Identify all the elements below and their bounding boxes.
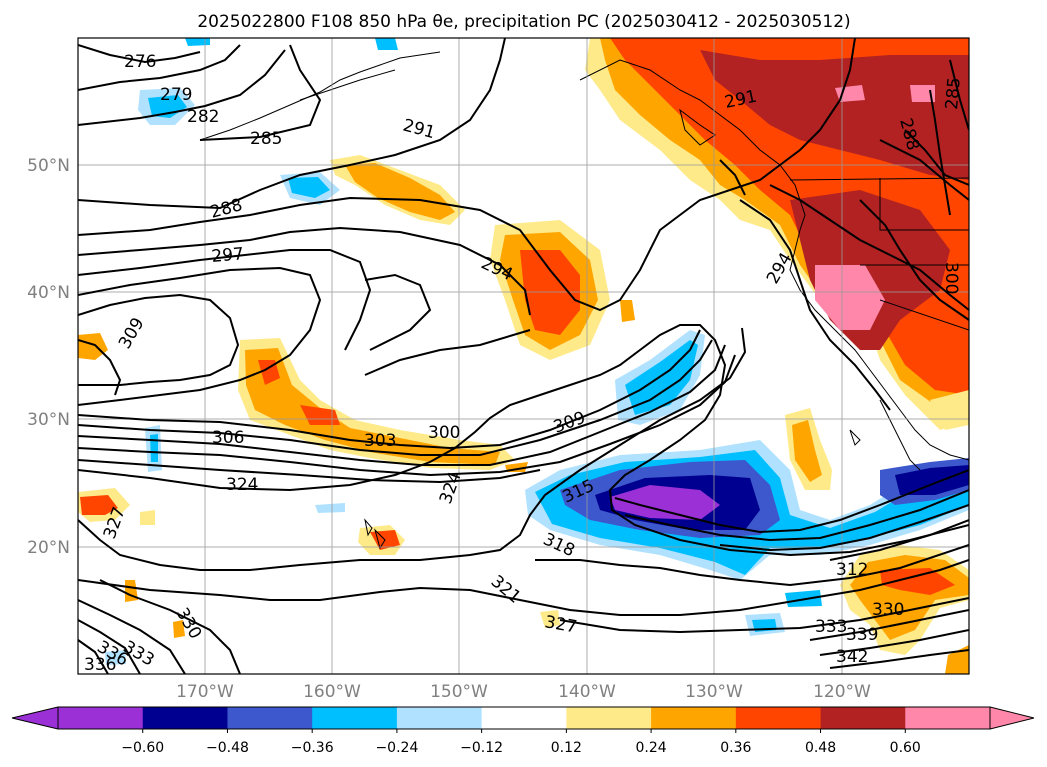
contour-label: 285 <box>250 129 282 149</box>
colorbar-tick-label: 0.12 <box>551 740 582 756</box>
colorbar-cell <box>396 707 483 729</box>
colorbar-cell <box>142 707 228 729</box>
contour-label: 297 <box>211 244 245 267</box>
colorbar-tick-label: −0.36 <box>291 740 334 756</box>
colorbar-cell <box>227 707 313 729</box>
colorbar-extension-outline <box>11 706 1035 730</box>
contour-label: 312 <box>836 560 868 580</box>
coastlines <box>199 51 969 550</box>
colorbar-tick-label: −0.48 <box>206 740 249 756</box>
contour-label: 306 <box>212 428 244 448</box>
lon-label: 170°W <box>176 682 234 702</box>
contour-label: 276 <box>124 52 156 72</box>
contour-label: 300 <box>941 262 961 294</box>
colorbar-cell <box>481 707 567 729</box>
lon-labels: 170°W 160°W 150°W 140°W 130°W 120°W <box>176 682 871 702</box>
lat-label: 40°N <box>27 283 70 303</box>
contour-label: 300 <box>428 423 460 443</box>
colorbar-cell <box>58 707 144 729</box>
colorbar-tick-label: −0.12 <box>460 740 503 756</box>
contour-label: 336 <box>84 655 116 675</box>
contour-label: 324 <box>226 475 258 495</box>
map-frame <box>77 37 970 675</box>
lon-label: 130°W <box>685 682 743 702</box>
contour-label: 303 <box>364 431 396 451</box>
contour-label: 333 <box>815 617 847 637</box>
colorbar-cell <box>735 707 822 729</box>
colorbar-cell <box>312 707 398 729</box>
figure-title: 2025022800 F108 850 hPa θe, precipitatio… <box>197 12 850 32</box>
gridlines <box>78 38 969 674</box>
lon-label: 160°W <box>303 682 361 702</box>
contour-label: 282 <box>187 107 219 127</box>
colorbar-under-extension <box>12 707 58 729</box>
lat-label: 50°N <box>27 156 70 176</box>
colorbar: −0.60 −0.48 −0.36 −0.24 −0.12 0.12 0.24 0.36 0.4… <box>11 706 1035 756</box>
colorbar-tick-label: 0.24 <box>636 740 667 756</box>
colorbar-tick-labels: −0.60 −0.48 −0.36 −0.24 −0.12 0.12 0.24 0.36 0.4… <box>121 729 921 756</box>
lon-label: 140°W <box>558 682 616 702</box>
colorbar-cell <box>820 707 906 729</box>
colorbar-cell <box>651 707 737 729</box>
colorbar-over-extension <box>990 707 1034 729</box>
positive-anomaly-shading <box>78 38 969 674</box>
colorbar-tick-label: 0.60 <box>890 740 921 756</box>
lat-label: 20°N <box>27 538 70 558</box>
theta-e-contours <box>78 38 969 674</box>
lon-label: 150°W <box>430 682 488 702</box>
contour-label: 285 <box>942 76 965 110</box>
contour-label: 339 <box>846 625 878 645</box>
negative-anomaly-shading <box>105 38 969 665</box>
colorbar-tick-label: 0.48 <box>805 740 836 756</box>
contour-label: 330 <box>872 600 904 620</box>
colorbar-frame <box>57 706 991 730</box>
colorbar-cells <box>58 707 991 729</box>
contour-label: 279 <box>160 85 192 105</box>
map-panel: 276 279 282 285 288 291 291 288 285 294 … <box>78 38 969 675</box>
lon-label: 120°W <box>813 682 871 702</box>
contour-label: 342 <box>836 647 868 667</box>
colorbar-cell <box>905 707 991 729</box>
contour-labels: 276 279 282 285 288 291 291 288 285 294 … <box>84 52 965 675</box>
colorbar-tick-label: −0.60 <box>121 740 164 756</box>
colorbar-cell <box>566 707 652 729</box>
lat-label: 30°N <box>27 410 70 430</box>
colorbar-tick-label: 0.36 <box>720 740 751 756</box>
colorbar-tick-label: −0.24 <box>375 740 418 756</box>
lat-labels: 50°N 40°N 30°N 20°N <box>27 156 70 558</box>
